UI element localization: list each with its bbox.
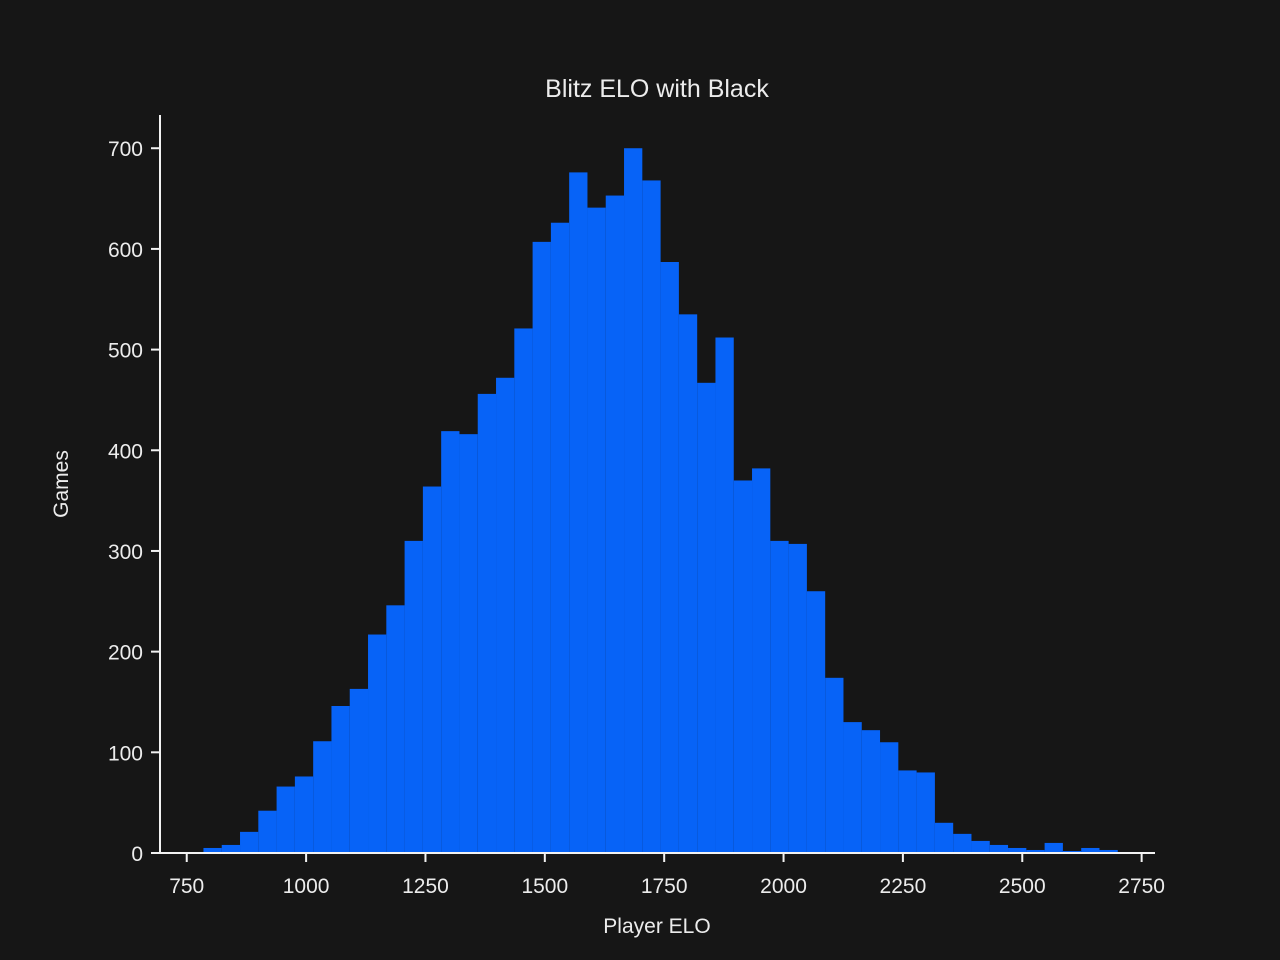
x-tick-label: 750 bbox=[169, 875, 204, 898]
axes-spines bbox=[159, 115, 1155, 854]
y-tick-label: 200 bbox=[108, 642, 143, 665]
histogram-bar bbox=[294, 776, 314, 853]
histogram-bar bbox=[916, 772, 935, 853]
histogram-bar bbox=[496, 377, 515, 853]
histogram-bar bbox=[880, 742, 899, 853]
histogram-bar bbox=[843, 722, 862, 853]
histogram-bar bbox=[258, 810, 277, 853]
histogram-bar bbox=[331, 706, 350, 853]
histogram-bar bbox=[1044, 842, 1063, 853]
histogram-bar bbox=[1026, 849, 1045, 853]
y-tick-label: 600 bbox=[108, 239, 143, 262]
histogram-bar bbox=[532, 241, 551, 854]
histogram-bar bbox=[697, 382, 716, 853]
histogram-bar bbox=[550, 222, 570, 854]
histogram-bar bbox=[569, 172, 588, 853]
x-tick-label: 1000 bbox=[283, 875, 330, 898]
y-tick-label: 400 bbox=[108, 440, 143, 463]
histogram-bar bbox=[678, 314, 698, 854]
x-tick-label: 2750 bbox=[1118, 875, 1165, 898]
histogram-bar bbox=[276, 786, 295, 853]
histogram-bar bbox=[514, 328, 533, 853]
histogram-bar bbox=[459, 434, 478, 853]
x-tick-label: 2500 bbox=[999, 875, 1046, 898]
histogram-bar bbox=[788, 543, 807, 853]
histogram-bar bbox=[1062, 850, 1082, 853]
histogram-bar bbox=[733, 480, 753, 853]
histogram-bar bbox=[642, 180, 661, 853]
histogram-bar bbox=[203, 847, 222, 853]
histogram-bar bbox=[1099, 849, 1118, 853]
histogram-bar bbox=[989, 844, 1009, 853]
y-tick-label: 0 bbox=[131, 843, 143, 866]
histogram-bar bbox=[770, 540, 789, 853]
histogram-bar bbox=[660, 262, 679, 853]
chart-title: Blitz ELO with Black bbox=[545, 75, 769, 103]
histogram-bar bbox=[898, 770, 917, 853]
histogram-bar bbox=[441, 431, 460, 853]
x-tick-label: 1750 bbox=[641, 875, 688, 898]
histogram-bar bbox=[587, 207, 606, 853]
histogram-bar bbox=[861, 730, 881, 853]
histogram-bar bbox=[624, 148, 643, 854]
y-tick-label: 300 bbox=[108, 541, 143, 564]
bars-layer bbox=[203, 148, 1137, 854]
histogram-bar bbox=[1008, 847, 1027, 853]
y-tick-label: 100 bbox=[108, 742, 143, 765]
ticks-layer: 750 1000 1250 1500 1750 2000 2250 2500 2750 0 100 2… bbox=[108, 138, 1165, 898]
y-axis-label: Games bbox=[50, 450, 73, 518]
histogram-bar bbox=[953, 833, 972, 853]
histogram-bar bbox=[715, 337, 734, 853]
histogram-bar bbox=[386, 605, 405, 853]
histogram-bar bbox=[477, 393, 497, 853]
histogram-bar bbox=[368, 634, 387, 853]
histogram-bar bbox=[1081, 847, 1100, 853]
x-tick-label: 1250 bbox=[402, 875, 449, 898]
histogram-bar bbox=[806, 591, 826, 853]
histogram-bar bbox=[605, 195, 625, 854]
histogram-bar bbox=[825, 677, 844, 853]
histogram-bar bbox=[422, 486, 442, 853]
histogram-bar bbox=[971, 840, 990, 853]
histogram-bar bbox=[240, 831, 259, 853]
x-tick-label: 1500 bbox=[521, 875, 568, 898]
histogram-bar bbox=[752, 468, 771, 853]
x-tick-label: 2250 bbox=[880, 875, 927, 898]
x-tick-label: 2000 bbox=[760, 875, 807, 898]
histogram-bar bbox=[934, 822, 954, 853]
histogram-bar bbox=[404, 540, 423, 853]
histogram-bar bbox=[313, 741, 332, 853]
y-tick-label: 700 bbox=[108, 138, 143, 161]
histogram-bar bbox=[221, 844, 241, 853]
x-axis-label: Player ELO bbox=[603, 915, 710, 938]
histogram-bar bbox=[349, 688, 369, 853]
y-tick-label: 500 bbox=[108, 340, 143, 363]
